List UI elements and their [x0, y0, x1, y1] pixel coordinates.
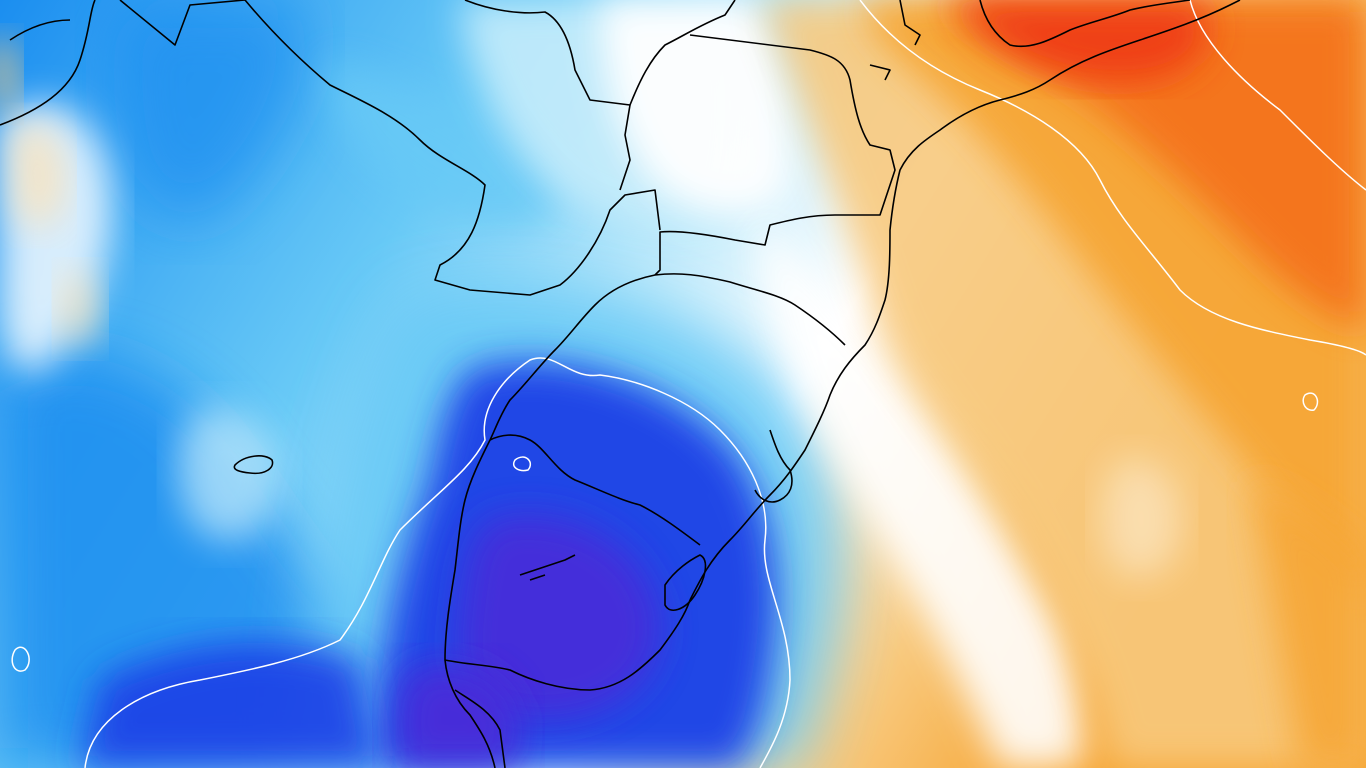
border-state-ne-inner	[869, 0, 921, 81]
anomaly-isolines	[11, 0, 1366, 768]
border-rs-west	[489, 274, 656, 441]
isoline-small-central	[513, 456, 532, 472]
border-north-c	[464, 0, 736, 106]
border-south-inland	[454, 689, 506, 768]
political-borders	[0, 0, 1241, 768]
border-rs-north	[654, 273, 846, 346]
border-north-d	[619, 104, 631, 191]
border-uruguay-south	[444, 599, 691, 691]
river-uruguay	[519, 554, 576, 581]
coastline-ne-bay	[979, 0, 1191, 48]
coastline-lagoon-b	[664, 554, 707, 611]
isoline-cold-core	[84, 357, 791, 768]
border-northwest-a	[0, 0, 96, 126]
border-uruguay-north	[489, 434, 701, 546]
border-northwest-b	[9, 19, 71, 41]
isoline-warm-front	[859, 0, 1366, 356]
border-state-ne	[654, 34, 896, 276]
coastline-atlantic-south	[689, 0, 1241, 601]
isoline-small-west	[11, 646, 30, 672]
isoline-small-east	[1302, 392, 1319, 411]
border-argentina-east	[444, 439, 496, 768]
lake-west	[233, 455, 274, 475]
border-north-ridge	[119, 0, 661, 296]
isoline-northeast	[1189, 0, 1366, 191]
coastline-lagoon-a	[754, 429, 793, 503]
